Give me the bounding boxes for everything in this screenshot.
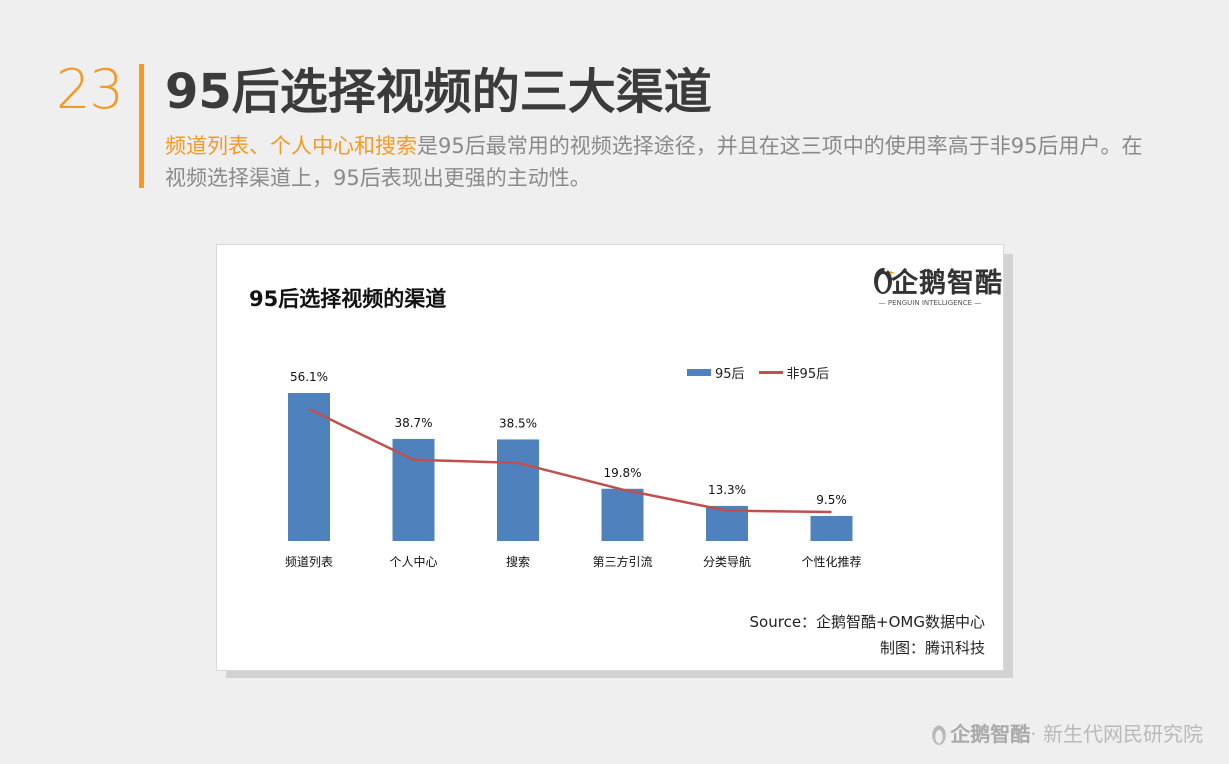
- bar-2: [392, 438, 435, 541]
- data-label-5: 13.3%: [708, 483, 746, 497]
- bar-4: [601, 488, 644, 541]
- brand-logo: 企鹅智酷 — PENGUIN INTELLIGENCE —: [871, 259, 1002, 311]
- category-label-3: 搜索: [506, 554, 530, 569]
- bar-6: [810, 515, 853, 541]
- category-label-1: 频道列表: [285, 555, 333, 569]
- footer-text: · 新生代网民研究院: [1030, 722, 1203, 746]
- chart-legend: 95后 非95后: [687, 363, 829, 382]
- bar-1: [288, 393, 330, 541]
- slide-number: 23: [56, 58, 124, 121]
- legend-swatch-95: [687, 369, 711, 376]
- data-label-3: 38.5%: [499, 416, 537, 430]
- subtitle-text: 是95后最常用的视频选择途径，并且在这三项中的使用率高于非95后用户。在视频选择…: [165, 134, 1143, 190]
- category-label-5: 分类导航: [703, 554, 751, 569]
- source-line: Source：企鹅智酷+OMG数据中心: [749, 613, 985, 631]
- data-label-2: 38.7%: [394, 416, 432, 430]
- subtitle-highlight: 频道列表、个人中心和搜索: [165, 134, 417, 158]
- legend-label-95: 95后: [715, 367, 745, 382]
- series-line-non95: [308, 407, 832, 514]
- legend-label-non95: 非95后: [786, 367, 830, 382]
- category-label-6: 个性化推荐: [801, 555, 861, 569]
- penguin-icon: [874, 268, 895, 294]
- data-label-4: 19.8%: [603, 466, 641, 480]
- bar-3: [497, 439, 539, 541]
- data-label-6: 9.5%: [816, 493, 847, 507]
- page-subtitle: 频道列表、个人中心和搜索是95后最常用的视频选择途径，并且在这三项中的使用率高于…: [165, 130, 1155, 194]
- penguin-icon: [932, 725, 947, 745]
- credit-line: 制图：腾讯科技: [879, 639, 985, 657]
- chart-card: 95后选择视频的渠道 企鹅智酷 — PENGUIN INTELLIGENCE —…: [216, 244, 1004, 671]
- chart-plot: 56.1% 频道列表 38.7% 个人中心 38.5% 搜索 19.8% 第三方引流 13.3%…: [285, 370, 862, 569]
- footer: 企鹅智酷 · 新生代网民研究院: [930, 718, 1203, 747]
- chart-source: Source：企鹅智酷+OMG数据中心 制图：腾讯科技: [750, 609, 985, 661]
- accent-bar: [139, 64, 144, 188]
- category-label-4: 第三方引流: [592, 554, 652, 569]
- logo-text: 企鹅智酷: [891, 268, 1003, 299]
- category-label-2: 个人中心: [389, 554, 437, 569]
- chart-title: 95后选择视频的渠道: [249, 287, 447, 311]
- data-label-1: 56.1%: [290, 370, 328, 384]
- page-title: 95后选择视频的三大渠道: [165, 64, 712, 120]
- footer-brand: 企鹅智酷: [950, 722, 1031, 746]
- logo-subtitle: — PENGUIN INTELLIGENCE —: [878, 299, 982, 307]
- legend-swatch-non95: [758, 371, 783, 374]
